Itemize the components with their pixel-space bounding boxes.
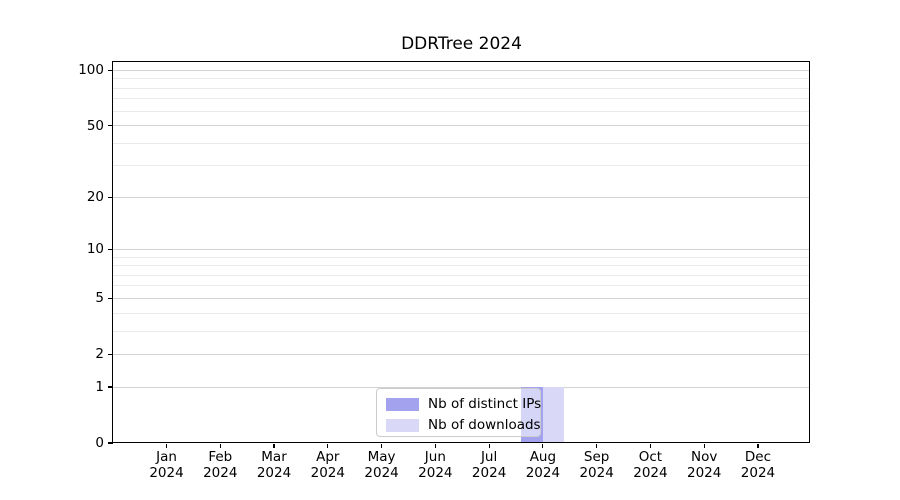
bar-downloads-aug: [542, 387, 565, 443]
legend: Nb of distinct IPs Nb of downloads: [376, 388, 541, 437]
major-gridline: [113, 69, 810, 71]
x-tick-label: Jun 2024: [399, 449, 471, 481]
x-tick-month: Jan: [156, 449, 177, 465]
legend-label-distinct-ips: Nb of distinct IPs: [428, 396, 542, 412]
legend-swatch-downloads: [386, 418, 419, 432]
legend-label-downloads: Nb of downloads: [428, 417, 541, 433]
x-tick-month: Feb: [208, 449, 233, 465]
x-tick-label: May 2024: [346, 449, 418, 481]
x-tick-label: Jul 2024: [453, 449, 525, 481]
y-tick-label: 100: [78, 62, 104, 79]
minor-gridline: [113, 312, 810, 314]
x-tick-month: Sep: [583, 449, 610, 465]
x-tick-year: 2024: [364, 464, 399, 481]
x-tick-label: Oct 2024: [614, 449, 686, 481]
y-tick-mark: [108, 69, 113, 71]
y-tick-mark: [108, 124, 113, 127]
y-tick-label: 20: [86, 189, 104, 206]
x-tick-label: Jan 2024: [131, 449, 203, 481]
x-tick-mark: [488, 443, 490, 448]
minor-gridline: [113, 256, 810, 258]
x-tick-year: 2024: [579, 464, 614, 481]
x-tick-mark: [273, 443, 275, 448]
x-tick-label: Apr 2024: [292, 449, 364, 481]
x-tick-month: Nov: [691, 449, 718, 465]
x-tick-year: 2024: [418, 464, 453, 481]
x-tick-month: Mar: [261, 449, 287, 465]
legend-item-distinct-ips: Nb of distinct IPs: [377, 394, 542, 414]
chart-title: DDRTree 2024: [401, 34, 522, 54]
y-tick-label: 10: [86, 241, 104, 258]
x-tick-mark: [434, 443, 436, 448]
x-tick-month: Dec: [744, 449, 772, 465]
y-tick-label: 2: [95, 346, 104, 363]
x-tick-label: Dec 2024: [722, 449, 794, 481]
x-tick-mark: [327, 443, 329, 448]
y-tick-mark: [108, 353, 113, 355]
x-tick-year: 2024: [256, 464, 292, 481]
y-tick-mark: [108, 386, 113, 388]
major-gridline: [113, 248, 810, 250]
minor-gridline: [113, 78, 810, 80]
major-gridline: [113, 386, 810, 388]
y-tick-label: 50: [86, 117, 104, 134]
x-tick-month: May: [367, 449, 396, 465]
x-tick-mark: [380, 443, 383, 448]
minor-gridline: [113, 110, 810, 112]
x-tick-month: Jul: [480, 449, 498, 465]
y-tick-mark: [108, 196, 113, 198]
minor-gridline: [113, 274, 810, 276]
y-tick-mark: [108, 248, 113, 250]
x-tick-year: 2024: [203, 464, 238, 481]
minor-gridline: [113, 98, 810, 100]
x-tick-year: 2024: [525, 464, 561, 481]
x-tick-mark: [542, 443, 544, 448]
minor-gridline: [113, 165, 810, 167]
y-tick-mark: [108, 297, 113, 299]
x-tick-year: 2024: [310, 464, 345, 481]
x-tick-mark: [219, 443, 221, 448]
x-tick-mark: [165, 443, 168, 448]
y-tick-label: 5: [95, 290, 104, 307]
x-tick-year: 2024: [471, 464, 507, 481]
major-gridline: [113, 125, 810, 127]
minor-gridline: [113, 285, 810, 287]
x-tick-month: Apr: [316, 449, 340, 465]
x-tick-year: 2024: [149, 464, 184, 481]
x-tick-mark: [757, 443, 759, 448]
y-tick-mark: [108, 442, 113, 444]
minor-gridline: [113, 330, 810, 332]
x-tick-year: 2024: [687, 464, 722, 481]
x-tick-label: Feb 2024: [184, 449, 256, 481]
y-tick-label: 0: [95, 435, 104, 451]
y-tick-label: 1: [95, 379, 104, 396]
x-tick-label: Sep 2024: [561, 449, 633, 481]
x-tick-mark: [703, 443, 705, 448]
major-gridline: [113, 353, 810, 355]
x-tick-mark: [649, 443, 652, 448]
x-tick-year: 2024: [740, 464, 776, 481]
x-tick-label: Mar 2024: [238, 449, 310, 481]
x-tick-month: Oct: [638, 449, 663, 465]
legend-item-downloads: Nb of downloads: [377, 415, 541, 435]
x-tick-month: Aug: [529, 449, 557, 465]
minor-gridline: [113, 87, 810, 89]
x-tick-label: Nov 2024: [668, 449, 740, 481]
x-tick-label: Aug 2024: [507, 449, 579, 481]
minor-gridline: [113, 142, 810, 144]
x-tick-month: Jun: [424, 449, 446, 465]
x-tick-year: 2024: [633, 464, 668, 481]
legend-swatch-distinct-ips: [386, 397, 419, 411]
major-gridline: [113, 196, 810, 198]
major-gridline: [113, 297, 810, 299]
x-tick-mark: [596, 443, 598, 448]
minor-gridline: [113, 265, 810, 267]
